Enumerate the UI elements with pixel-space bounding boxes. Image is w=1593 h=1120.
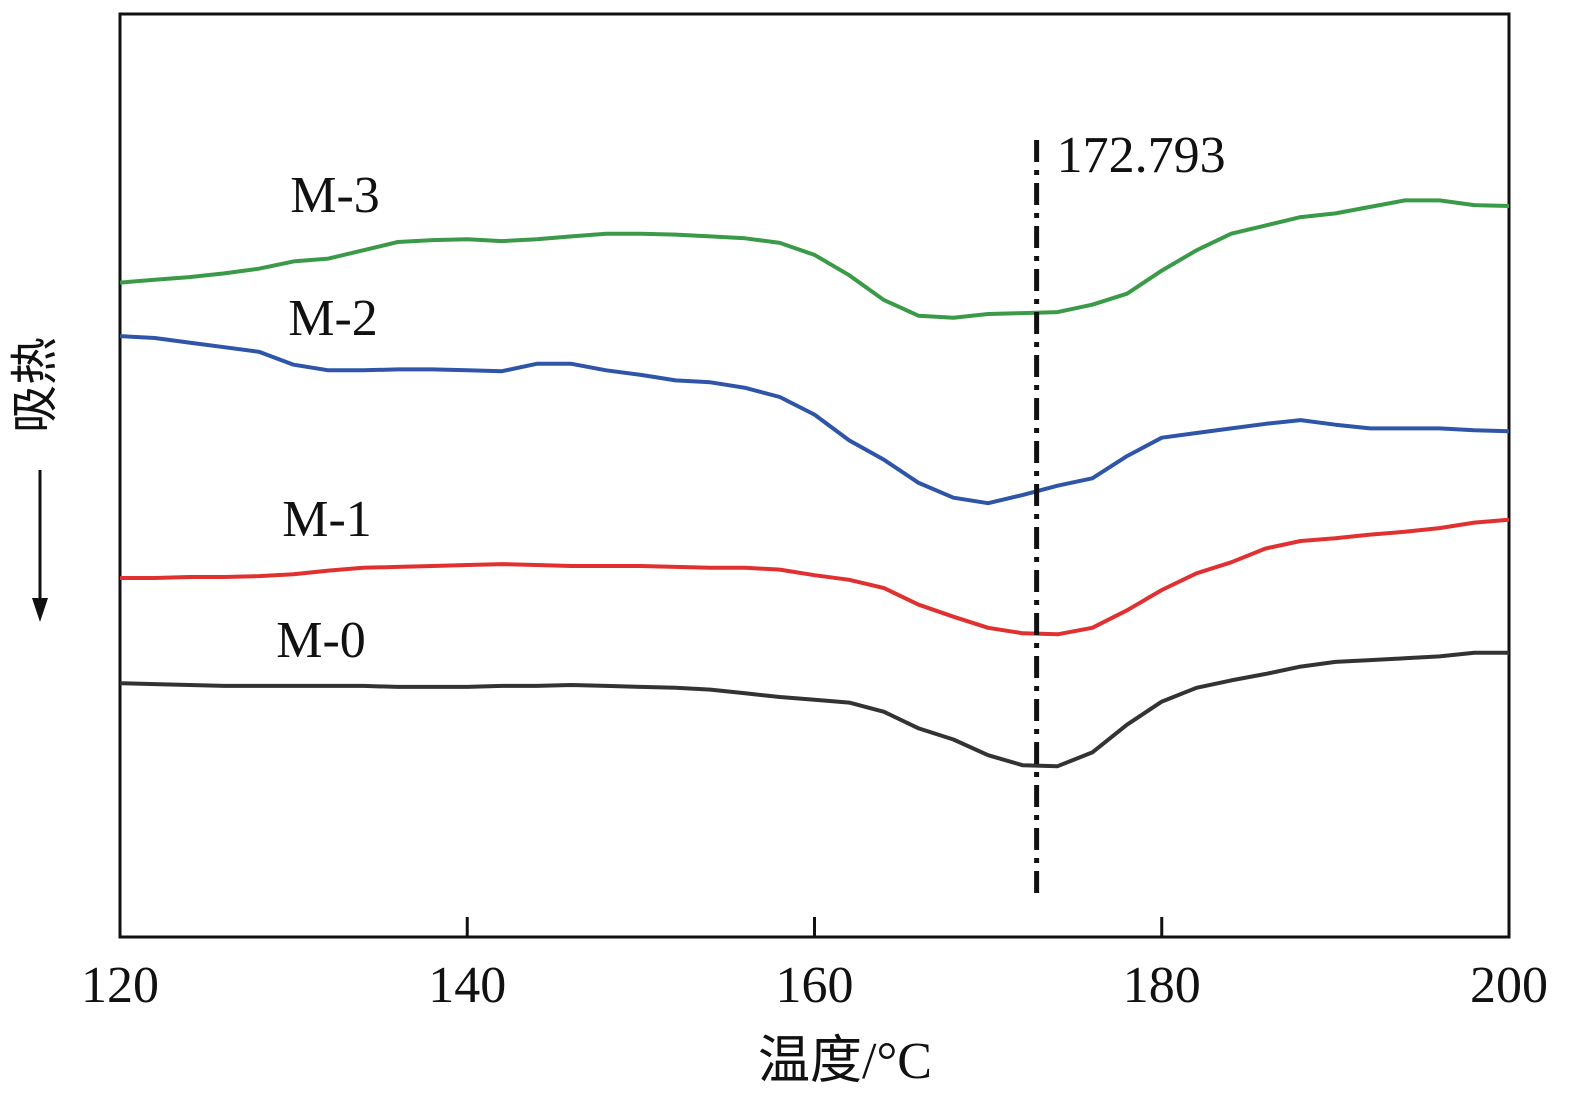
x-tick-label: 120 <box>81 957 159 1014</box>
x-tick-label: 160 <box>776 957 854 1014</box>
series-line <box>119 334 1510 506</box>
series-label: M-1 <box>282 491 372 548</box>
y-arrow-head <box>32 598 48 622</box>
x-tick-label: 180 <box>1123 957 1201 1014</box>
series-line <box>119 198 1510 320</box>
y-axis-label: 吸热 <box>9 337 62 433</box>
series-line <box>120 517 1510 637</box>
x-tick-label: 140 <box>428 957 506 1014</box>
annotation-label: 172.793 <box>1057 127 1226 184</box>
x-axis-label: 温度/°C <box>758 1033 932 1090</box>
series-label: M-2 <box>288 290 378 347</box>
series-line <box>119 650 1509 769</box>
series-label: M-3 <box>290 167 380 224</box>
series-label: M-0 <box>276 612 366 669</box>
plot-frame <box>118 12 1511 939</box>
x-tick-label: 200 <box>1470 957 1548 1014</box>
